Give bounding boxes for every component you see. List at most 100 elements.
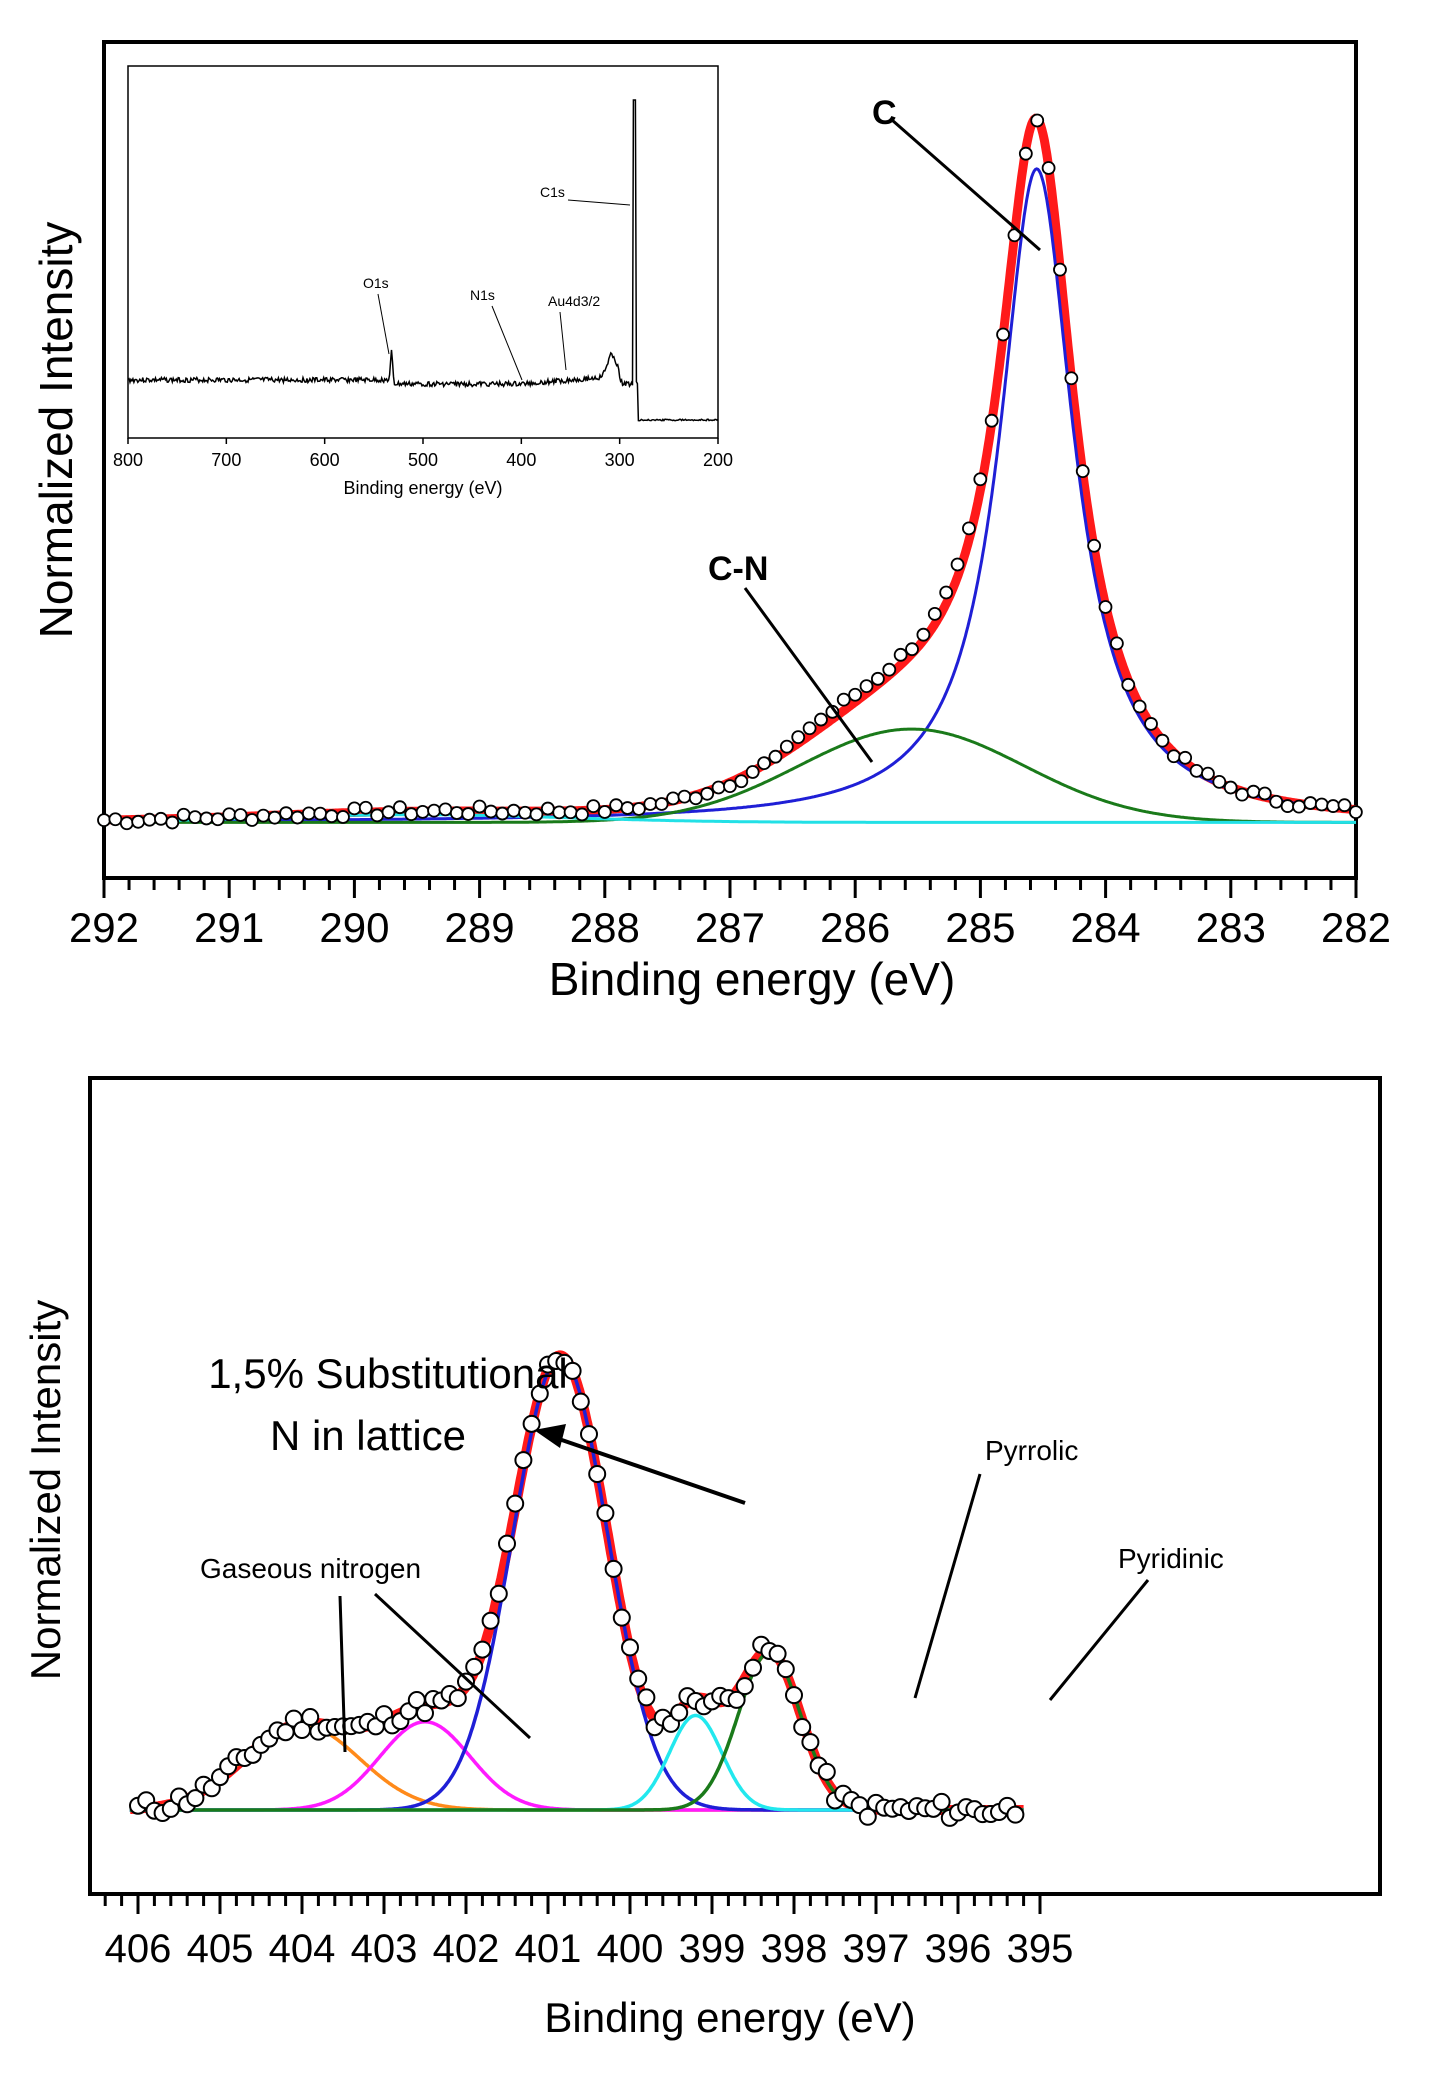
c1s-data-point [1337,798,1352,813]
c1s-data-point [279,806,293,821]
n1s-data-point [604,1559,623,1578]
c1s-data-point [916,627,931,642]
c1s-data-point [518,805,532,820]
n1s-x-tick-label: 402 [433,1927,500,1971]
c1s-data-point [757,756,771,771]
n1s-x-tick-label: 405 [187,1927,254,1971]
n1s-data-point [489,1584,508,1603]
c1s-annotation-c-pointer [891,118,1041,252]
n1s-annotation-pyrrolic-pointer [913,1473,982,1699]
inset-peak-pointer-c1s [567,199,631,206]
n1s-x-axis-label: Binding energy (eV) [544,1994,915,2041]
inset-peak-label-o1s: O1s [363,275,389,291]
n1s-data-point [522,1414,541,1433]
c1s-data-point [1075,464,1090,479]
c1s-data-point [222,807,237,822]
n1s-data-point [612,1608,631,1627]
c1s-data-point [324,809,339,824]
c1s-data-point [1212,774,1227,789]
n1s-data-point [588,1465,607,1484]
n1s-data-point [530,1384,549,1403]
n1s-data-point [563,1361,582,1380]
c1s-data-point [461,807,476,821]
n1s-data-point [514,1451,533,1470]
c1s-data-point [597,805,612,819]
c1s-data-point [734,774,749,789]
c1s-data-point [552,805,567,820]
c1s-data-point [631,802,646,816]
c1s-data-point [575,807,589,822]
c1s-data-point [700,786,715,801]
c1s-data-point [1166,749,1181,764]
c1s-data-point [472,799,487,814]
n1s-x-tick-label: 395 [1007,1927,1074,1971]
c1s-data-point [484,804,498,819]
c1s-data-point [1098,600,1113,614]
c1s-data-point [859,679,874,694]
c1s-data-point [1314,797,1329,812]
c1s-data-point [108,812,123,827]
c1s-data-point [210,812,225,827]
c1s-data-point [654,797,669,811]
c1s-data-point [768,749,783,764]
n1s-annotation-pyrrolic: Pyrrolic [985,1435,1078,1466]
n1s-data-point [785,1686,803,1705]
c1s-data-point [415,805,430,819]
c1s-data-point [848,687,863,702]
n1s-annotation-arrowhead [534,1424,566,1448]
n1s-data-point [580,1425,598,1444]
c1s-data-point [301,806,316,821]
c1s-data-point [927,607,942,621]
n1s-annotation-pyridinic-pointer [1048,1579,1150,1701]
c1s-data-point [1246,784,1261,799]
c1s-x-tick-label: 291 [194,904,264,951]
c1s-data-point [438,802,453,817]
c1s-data-point [802,721,817,736]
n1s-data-point [473,1640,492,1659]
c1s-data-point [1155,733,1170,748]
c1s-data-point [893,647,908,662]
n1s-data-point [416,1704,434,1723]
c1s-data-point [711,780,726,795]
n1s-data-point [571,1392,590,1411]
n1s-data-point [186,1789,205,1808]
c1s-data-point [586,799,601,814]
c1s-x-tick-label: 283 [1196,904,1266,951]
inset-peak-pointer-n1s [491,305,523,381]
c1s-data-point [176,807,191,822]
c1s-data-point [165,815,180,830]
c1s-data-point [188,810,202,825]
n1s-x-tick-label: 398 [761,1927,828,1971]
n1s-data-point [932,1792,951,1811]
c1s-data-point [1121,677,1136,692]
c1s-data-point [131,814,146,829]
c1s-data-point [996,327,1010,342]
c1s-annotation-cn-pointer [743,587,874,763]
c1s-data-point [370,808,385,823]
c1s-data-point [1041,161,1056,175]
c1s-data-point [1064,371,1079,386]
c1s-data-point [882,662,897,677]
n1s-annotation-gaseous-pointer-2 [373,1592,532,1740]
c1s-data-point [563,805,578,820]
c1s-annotation-c: C [872,94,897,132]
c1s-data-point [870,671,885,686]
c1s-data-point [643,797,658,811]
c1s-x-ticks: 292 291 290 289 288 287 286 285 284 283 282 [69,878,1391,951]
c1s-data-point [1189,763,1204,778]
n1s-x-tick-label: 399 [679,1927,746,1971]
inset-x-tick-label: 700 [211,450,241,470]
n1s-data-point [735,1677,754,1696]
n1s-annotation-substitutional-1: 1,5% Substitutional [208,1350,568,1397]
c1s-x-tick-label: 292 [69,904,139,951]
c1s-data-point [666,791,680,806]
c1s-data-point [905,642,919,657]
n1s-annotation-substitutional-2: N in lattice [270,1412,466,1459]
c1s-data-point [962,521,976,536]
c1s-data-point [1326,799,1341,813]
n1s-data-point [457,1672,475,1691]
c1s-data-point [1144,717,1158,731]
c1s-data-point [1030,113,1045,128]
c1s-data-point [1348,805,1363,820]
